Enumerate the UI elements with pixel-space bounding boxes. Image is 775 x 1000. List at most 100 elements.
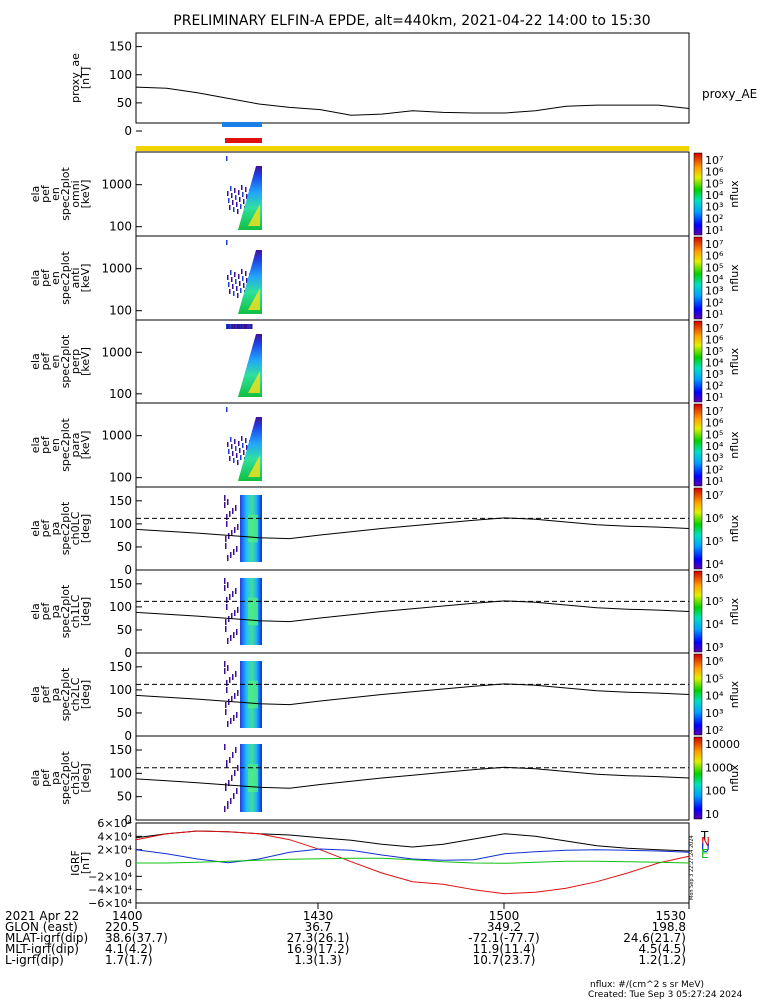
speckle	[239, 448, 241, 453]
speckle	[226, 514, 228, 520]
speckle	[234, 770, 236, 776]
colorbar-tick-label: 10²	[705, 380, 723, 393]
pa-tick-label: 50	[117, 706, 132, 720]
colorbar-tick-label: 10⁷	[705, 405, 723, 418]
panel-ylabel-line: en	[49, 355, 62, 369]
panel-frame	[135, 652, 690, 737]
panel-ylabel-line: [keV]	[79, 347, 92, 376]
panel-ylabel-line: ela	[29, 186, 42, 203]
panel-ylabel-line: [deg]	[79, 597, 92, 626]
speckle	[241, 269, 243, 274]
colorbar-tick-label: 10⁴	[705, 440, 724, 453]
speckle	[229, 677, 231, 683]
pa-tick-label: 150	[109, 743, 132, 757]
speckle	[224, 502, 226, 508]
panel-spec_perp: 1000100elapefenspec2plotperp[keV]10⁷10⁶1…	[29, 319, 741, 404]
pa-tick-label: 0	[124, 563, 132, 577]
speckle	[224, 495, 226, 501]
panel-ylabel-line: [keV]	[79, 264, 92, 293]
speckle	[236, 202, 238, 207]
speckle	[235, 505, 237, 511]
panel-ylabel-line: pef	[39, 602, 52, 621]
speckle	[235, 671, 237, 677]
panel-ylabel-line: pa	[49, 688, 62, 702]
speckle	[230, 437, 232, 442]
panel-ylabel-line: ch2LC	[69, 677, 82, 711]
igrf-line-T	[135, 830, 690, 852]
panel-ylabel-line: anti	[69, 267, 82, 288]
igrf-legend-N: N	[701, 835, 710, 849]
speckle	[224, 668, 226, 674]
speckle	[234, 610, 236, 616]
panel-ylabel-line: ela	[29, 353, 42, 370]
speckle	[230, 798, 232, 804]
speckle	[234, 272, 236, 277]
ephemeris-value: 1.2(1.2)	[638, 953, 686, 967]
speckle	[234, 693, 236, 699]
panel-ylabel-line: pa	[49, 605, 62, 619]
energy-tick-label: 1000	[101, 178, 132, 192]
panel-ylabel-line: spec2plot	[59, 167, 72, 221]
speckle	[227, 442, 229, 447]
ephemeris-value: 11.9(11.4)	[473, 942, 536, 956]
energy-tick-label: 1000	[101, 345, 132, 359]
proxy-ae-ylabel: proxy_ae[nT]	[69, 53, 92, 103]
speckle	[226, 240, 228, 245]
speckle	[236, 546, 238, 552]
panel-ylabel-line: ela	[29, 686, 42, 703]
speckle	[227, 324, 229, 329]
colorbar	[693, 570, 703, 653]
colorbar	[693, 152, 703, 236]
speckle	[227, 721, 229, 727]
speckle	[227, 638, 229, 644]
igrf-lines	[135, 830, 690, 895]
speckle	[233, 458, 235, 463]
panel-ylabel-line: pef	[39, 184, 52, 203]
speckle	[227, 499, 229, 505]
colorbar-tick-label: 10²	[705, 296, 723, 309]
ephemeris-row-label: 2021 Apr 22	[5, 909, 79, 923]
speckle	[231, 613, 233, 619]
colorbar-tick-label: 10⁵	[705, 672, 723, 685]
speckle	[226, 680, 228, 686]
colorbar-tick-label: 10²	[705, 463, 723, 476]
panel-ylabel-line: spec2plot	[59, 667, 72, 721]
ephemeris-value: 4.5(4.5)	[638, 942, 686, 956]
speckle	[235, 446, 237, 451]
proxy-ae-tick-label: 0	[124, 124, 132, 138]
speckle	[232, 591, 234, 597]
footer-created: Created: Tue Sep 3 05:27:24 2024	[588, 990, 743, 1000]
speckle	[237, 524, 239, 530]
speckle	[237, 607, 239, 613]
igrf-ylabel-line: [nT]	[79, 852, 92, 874]
proxy-ae-panel: 150 100 50 0 proxy_AE proxy_ae[nT]	[69, 32, 757, 138]
energy-tick-label: 100	[109, 387, 132, 401]
igrf-tick-label: −4×10⁴	[88, 884, 132, 897]
ephemeris-value: 4.1(4.2)	[105, 942, 153, 956]
colorbar-title: nflux	[728, 597, 741, 625]
science-zone-red-bar	[225, 138, 262, 143]
spectrogram-hot-core	[248, 288, 260, 310]
panel-frame	[135, 151, 690, 237]
speckle	[237, 765, 239, 771]
panel-ylabel-line: ela	[29, 770, 42, 787]
speckle	[238, 324, 240, 329]
ephemeris-value: 10.7(23.7)	[473, 953, 536, 967]
speckle	[229, 205, 231, 210]
colorbar	[693, 320, 703, 403]
speckle	[231, 444, 233, 449]
igrf-tick-label: 0	[125, 857, 132, 870]
colorbar	[693, 487, 703, 570]
speckle	[236, 324, 238, 329]
pa-tick-label: 100	[109, 766, 132, 780]
speckle	[228, 198, 230, 203]
ephemeris-value: -72.1(-77.7)	[468, 931, 539, 945]
speckle	[226, 604, 228, 610]
speckle	[233, 207, 235, 212]
speckle	[229, 289, 231, 294]
ephemeris-row-label: MLT-igrf(dip)	[5, 942, 79, 956]
panel-ylabel-line: pa	[49, 522, 62, 536]
